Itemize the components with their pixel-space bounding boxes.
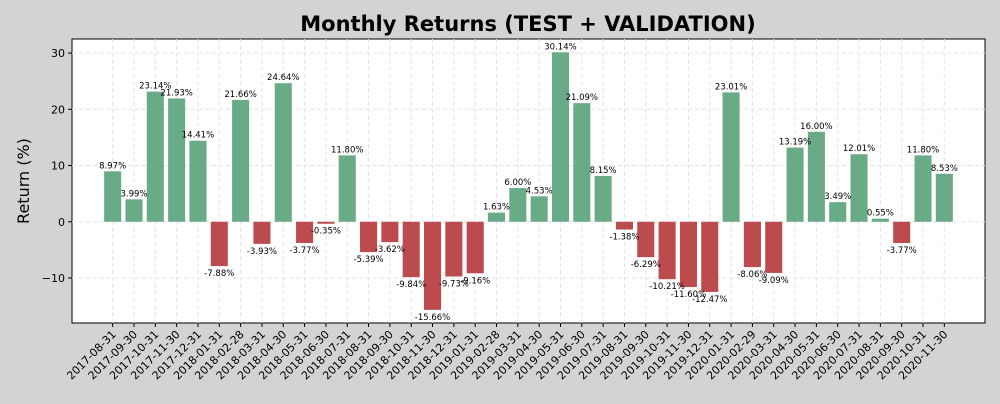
bar (850, 154, 868, 222)
data-labels: 8.97% 3.99% 23.14%21.93% 14.41% -7.88% 21.66%… (99, 42, 958, 323)
data-label: -8.06% (737, 270, 767, 280)
data-label: 13.19% (779, 138, 811, 148)
bar (551, 52, 570, 222)
bar (274, 83, 292, 222)
bar (637, 221, 655, 258)
data-label: -12.47% (692, 295, 727, 305)
bar (487, 212, 506, 222)
y-tick-label: 10 (51, 160, 65, 173)
data-label: -1.38% (609, 233, 639, 243)
data-label: 21.09% (566, 93, 598, 103)
bar (466, 221, 484, 274)
data-label: 30.14% (544, 42, 576, 52)
data-label: 23.14% (139, 82, 171, 92)
data-label: -9.09% (759, 276, 789, 286)
data-label: 23.01% (715, 82, 747, 92)
bar (360, 221, 378, 253)
bar (615, 221, 633, 230)
data-label: 11.80% (331, 145, 363, 155)
data-label: -9.16% (460, 276, 490, 286)
bar (253, 221, 271, 244)
bar (210, 221, 228, 267)
bar (104, 171, 122, 222)
bar (125, 199, 143, 222)
data-label: 8.15% (590, 166, 617, 176)
data-label: 24.64% (267, 73, 299, 83)
bar (232, 99, 250, 222)
data-label: 8.53% (931, 164, 958, 174)
bar (871, 218, 889, 222)
data-label: 12.01% (843, 144, 875, 154)
data-label: 3.99% (120, 189, 147, 199)
bar (786, 147, 804, 222)
bar (701, 221, 719, 292)
data-label: 14.41% (182, 131, 214, 141)
bar (658, 221, 676, 280)
bar (807, 131, 825, 222)
plot-area (71, 38, 986, 324)
data-label: 21.66% (224, 90, 256, 100)
data-label: -10.21% (649, 282, 684, 292)
data-label: -7.88% (204, 269, 234, 279)
bar (573, 103, 591, 222)
y-tick-label: −10 (42, 272, 65, 285)
y-tick-label: 20 (51, 103, 65, 116)
bar (509, 188, 527, 222)
bar (317, 221, 335, 224)
data-label: 1.63% (483, 203, 510, 213)
data-label: 6.00% (504, 178, 531, 188)
data-label: -6.29% (631, 260, 661, 270)
bar (445, 221, 463, 277)
bar (743, 221, 761, 268)
bar (914, 155, 932, 222)
bars (104, 52, 953, 310)
bar (893, 221, 911, 243)
data-label: 21.93% (160, 88, 192, 98)
data-label: 3.49% (824, 192, 851, 202)
data-label: 16.00% (800, 122, 832, 132)
data-label: -3.93% (247, 247, 277, 257)
bar (679, 221, 697, 288)
bar (189, 140, 207, 222)
chart-title: Monthly Returns (TEST + VALIDATION) (300, 12, 755, 36)
data-label: -0.35% (311, 227, 341, 237)
bar (402, 221, 420, 278)
data-label: 8.97% (99, 161, 126, 171)
data-label: -3.77% (887, 246, 917, 256)
bar (296, 221, 314, 243)
bar (594, 175, 612, 222)
bar (424, 221, 442, 310)
data-label: 0.55% (867, 209, 894, 219)
data-label: -3.77% (290, 246, 320, 256)
data-label: 11.80% (907, 145, 939, 155)
data-label: -9.84% (396, 280, 426, 290)
bar (935, 173, 953, 222)
bar (168, 98, 186, 222)
bar (722, 92, 740, 222)
axes: −1001020302017-08-312017-09-302017-10-31… (42, 47, 951, 382)
data-label: -9.73% (439, 279, 469, 289)
bar (146, 91, 164, 222)
y-tick-label: 0 (58, 216, 65, 229)
data-label: -5.39% (354, 255, 384, 265)
bar (765, 221, 783, 273)
data-label: -15.66% (415, 313, 450, 323)
y-axis-label: Return (%) (14, 138, 33, 224)
data-label: -11.60% (671, 290, 706, 300)
y-tick-label: 30 (51, 47, 65, 60)
bar (381, 221, 399, 243)
data-label: -3.62% (375, 245, 405, 255)
bar (530, 196, 548, 222)
bar (338, 155, 356, 222)
data-label: 4.53% (526, 186, 553, 196)
bar (829, 202, 847, 222)
